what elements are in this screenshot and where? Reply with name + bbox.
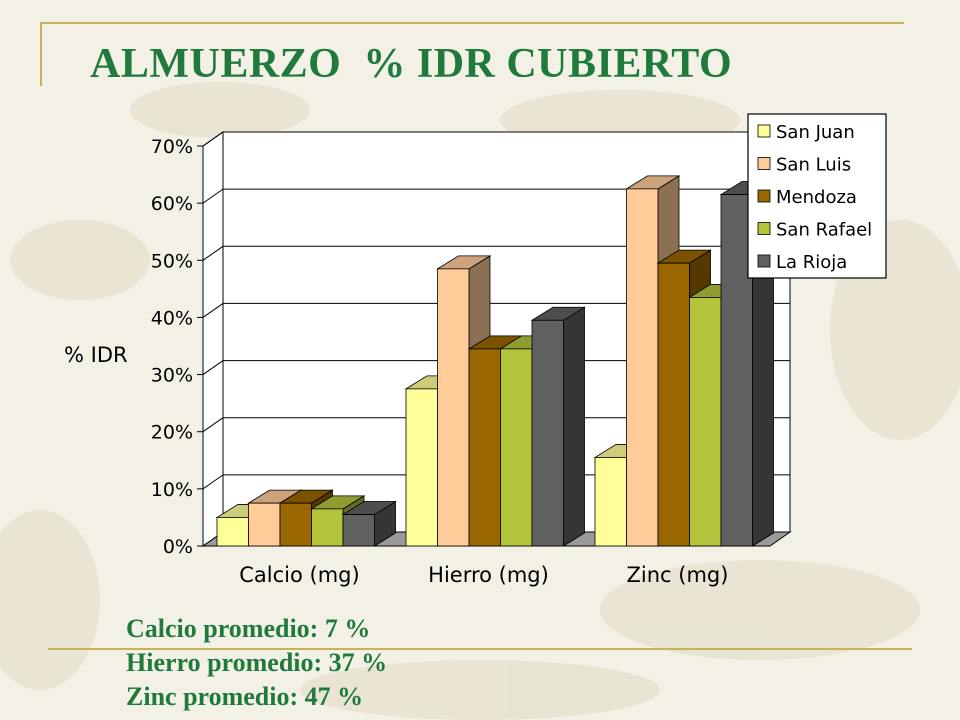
legend-swatch bbox=[757, 254, 771, 268]
legend-swatch bbox=[757, 157, 771, 170]
bar-san-luis-1 bbox=[437, 268, 470, 547]
y-tick-label: 30% bbox=[151, 365, 193, 387]
bar-san-rafael-1 bbox=[500, 348, 533, 547]
bar-mendoza-2 bbox=[657, 262, 690, 547]
bar-san-luis-0 bbox=[248, 502, 281, 547]
gridline-side bbox=[202, 188, 224, 204]
summary-block: Calcio promedio: 7 % Hierro promedio: 37… bbox=[126, 612, 387, 714]
gridline-side bbox=[202, 245, 224, 261]
legend-label: Mendoza bbox=[776, 187, 857, 208]
bar-san-rafael-2 bbox=[689, 297, 722, 547]
x-category-label: Hierro (mg) bbox=[428, 563, 549, 587]
legend-swatch bbox=[757, 124, 771, 138]
y-tick-label: 60% bbox=[151, 193, 193, 215]
bar-san-rafael-0 bbox=[311, 508, 344, 547]
legend-label: La Rioja bbox=[776, 252, 847, 273]
y-tick-label: 10% bbox=[151, 479, 193, 501]
bar-la-rioja-0 bbox=[342, 514, 375, 547]
calcio-average: Calcio promedio: 7 % bbox=[126, 614, 371, 643]
separator-line bbox=[48, 648, 912, 650]
gridline-side bbox=[202, 303, 224, 318]
gridline-side bbox=[202, 417, 224, 433]
bar-san-luis-2 bbox=[626, 188, 659, 547]
bar-san-juan-2 bbox=[594, 457, 627, 547]
zinc-average: Zinc promedio: 47 % bbox=[126, 682, 364, 711]
bar-side bbox=[563, 306, 585, 547]
gridline-side bbox=[202, 131, 224, 147]
y-tick-label: 20% bbox=[151, 422, 193, 444]
bar-mendoza-1 bbox=[468, 348, 501, 547]
x-category-label: Calcio (mg) bbox=[239, 563, 359, 587]
legend-box bbox=[747, 113, 887, 279]
top-border-line bbox=[40, 22, 904, 24]
y-tick-label: 70% bbox=[151, 136, 193, 158]
left-border-line bbox=[40, 22, 42, 86]
y-tick-label: 0% bbox=[163, 536, 193, 558]
chart-side-wall bbox=[202, 131, 224, 547]
y-tick-label: 50% bbox=[151, 250, 193, 272]
legend-label: San Luis bbox=[776, 155, 851, 176]
legend-swatch bbox=[757, 189, 771, 203]
y-tick-label: 40% bbox=[151, 307, 193, 329]
gridline-side bbox=[202, 360, 224, 375]
bar-san-juan-0 bbox=[216, 517, 249, 547]
x-category-label: Zinc (mg) bbox=[627, 563, 729, 587]
legend-label: San Juan bbox=[776, 122, 855, 143]
bar-la-rioja-1 bbox=[531, 319, 564, 547]
bar-la-rioja-2 bbox=[720, 194, 753, 547]
y-axis-label: % IDR bbox=[64, 343, 128, 367]
bar-mendoza-0 bbox=[279, 502, 312, 547]
slide-title: ALMUERZO % IDR CUBIERTO bbox=[90, 41, 733, 87]
legend-label: San Rafael bbox=[776, 220, 872, 241]
gridline-side bbox=[202, 474, 224, 490]
legend-swatch bbox=[757, 222, 771, 235]
hierro-average: Hierro promedio: 37 % bbox=[126, 648, 388, 677]
bar-san-juan-1 bbox=[405, 388, 438, 547]
